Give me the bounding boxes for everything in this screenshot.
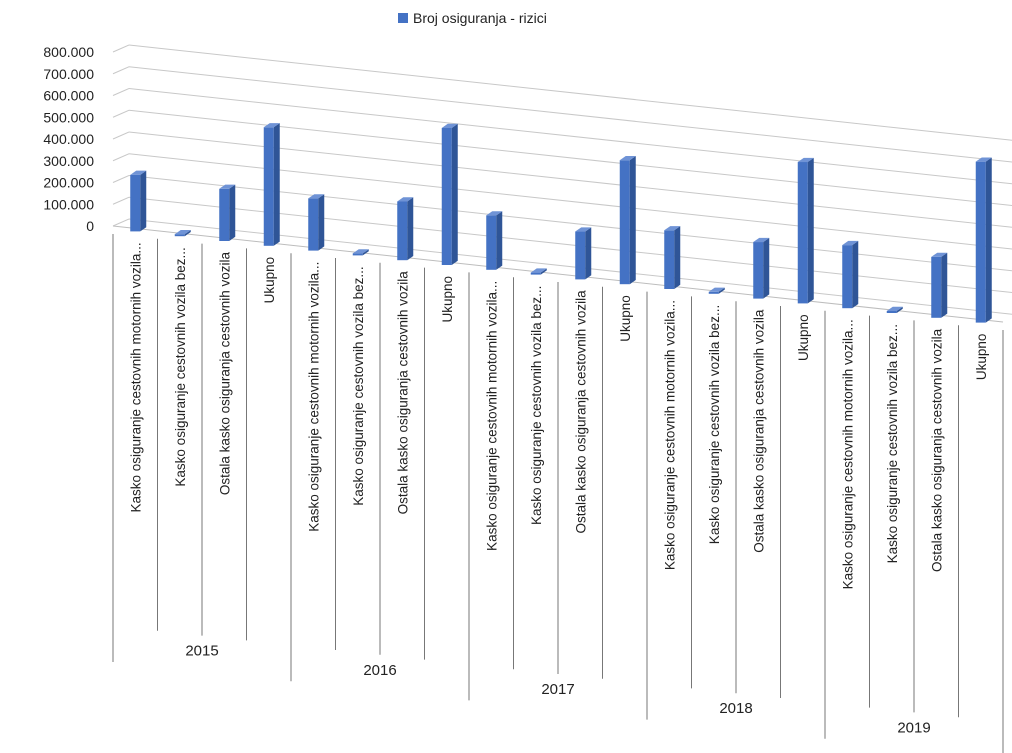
bar	[352, 249, 369, 256]
bar	[486, 211, 503, 270]
chart-legend: Broj osiguranja - rizici	[398, 10, 547, 26]
gridline-side	[112, 88, 130, 96]
bar	[886, 306, 903, 313]
category-label: Ostala kasko osiguranja cestovnih vozila	[395, 271, 410, 515]
y-tick-label: 100.000	[43, 196, 94, 212]
category-label: Ostala kasko osiguranja cestovnih vozila	[217, 252, 232, 496]
category-label: Kasko osiguranje cestovnih motornih vozi…	[484, 281, 499, 551]
bar	[219, 184, 236, 241]
category-labels: Kasko osiguranje cestovnih motornih vozi…	[112, 234, 1004, 753]
bar	[530, 268, 547, 275]
gridline-side	[112, 109, 130, 118]
bars	[130, 123, 992, 323]
category-label: Ostala kasko osiguranja cestovnih vozila	[751, 309, 766, 553]
bar	[130, 170, 147, 232]
gridline-side	[112, 131, 130, 140]
category-label: Kasko osiguranje cestovnih vozila bez...	[885, 324, 900, 563]
bar	[263, 123, 280, 246]
category-label: Ukupno	[440, 276, 455, 323]
gridline-side	[112, 218, 130, 227]
y-tick-label: 200.000	[43, 175, 94, 191]
gridline-side	[112, 44, 130, 53]
bar	[797, 157, 814, 304]
category-label: Kasko osiguranje cestovnih vozila bez...	[707, 305, 722, 544]
category-label: Kasko osiguranje cestovnih motornih vozi…	[306, 262, 321, 532]
category-label: Ukupno	[262, 257, 277, 304]
category-label: Kasko osiguranje cestovnih motornih vozi…	[662, 300, 677, 570]
bar	[975, 157, 992, 323]
bar	[174, 230, 191, 237]
category-label: Kasko osiguranje cestovnih vozila bez...	[173, 247, 188, 486]
category-label: Ostala kasko osiguranja cestovnih vozila	[573, 290, 588, 534]
bar	[308, 194, 325, 251]
category-label: Ostala kasko osiguranja cestovnih vozila	[929, 328, 944, 572]
gridline	[128, 88, 1012, 185]
bar	[575, 227, 592, 280]
category-label: Kasko osiguranje cestovnih vozila bez...	[351, 266, 366, 505]
gridline-side	[112, 153, 130, 162]
category-label: Kasko osiguranje cestovnih vozila bez...	[529, 286, 544, 525]
category-label: Ukupno	[618, 295, 633, 342]
bar	[931, 252, 948, 318]
group-label: 2019	[897, 719, 930, 736]
gridline	[128, 109, 1012, 206]
y-axis: 0 100.000 200.000 300.000 400.000 500.000 600.…	[43, 44, 94, 234]
category-label: Kasko osiguranje cestovnih motornih vozi…	[128, 242, 143, 512]
y-tick-label: 700.000	[43, 66, 94, 82]
bar	[708, 287, 725, 294]
group-labels: 2015 2016 2017 2018 2019	[185, 643, 930, 737]
bar	[753, 237, 770, 299]
bar	[397, 197, 414, 261]
group-label: 2018	[719, 700, 752, 717]
gridline	[128, 44, 1012, 141]
group-label: 2015	[185, 643, 218, 660]
bar	[619, 156, 636, 285]
y-tick-label: 500.000	[43, 109, 94, 125]
gridline	[128, 66, 1012, 163]
gridline-side	[112, 196, 130, 205]
gridline-side	[112, 66, 130, 75]
group-label: 2016	[363, 662, 396, 679]
legend-label: Broj osiguranja - rizici	[413, 10, 547, 26]
category-label: Ukupno	[796, 314, 811, 361]
y-tick-label: 600.000	[43, 88, 94, 104]
y-tick-label: 300.000	[43, 153, 94, 169]
bar	[842, 240, 859, 309]
gridline-side	[112, 175, 130, 183]
group-label: 2017	[541, 681, 574, 698]
bar	[441, 123, 458, 266]
category-label: Kasko osiguranje cestovnih motornih vozi…	[840, 319, 855, 589]
y-tick-label: 800.000	[43, 44, 94, 60]
y-tick-label: 0	[86, 218, 94, 234]
category-label: Ukupno	[974, 334, 989, 381]
gridline	[128, 131, 1012, 228]
legend-swatch	[398, 13, 408, 23]
gridline	[128, 153, 1012, 250]
y-tick-label: 400.000	[43, 131, 94, 147]
bar	[664, 226, 681, 289]
